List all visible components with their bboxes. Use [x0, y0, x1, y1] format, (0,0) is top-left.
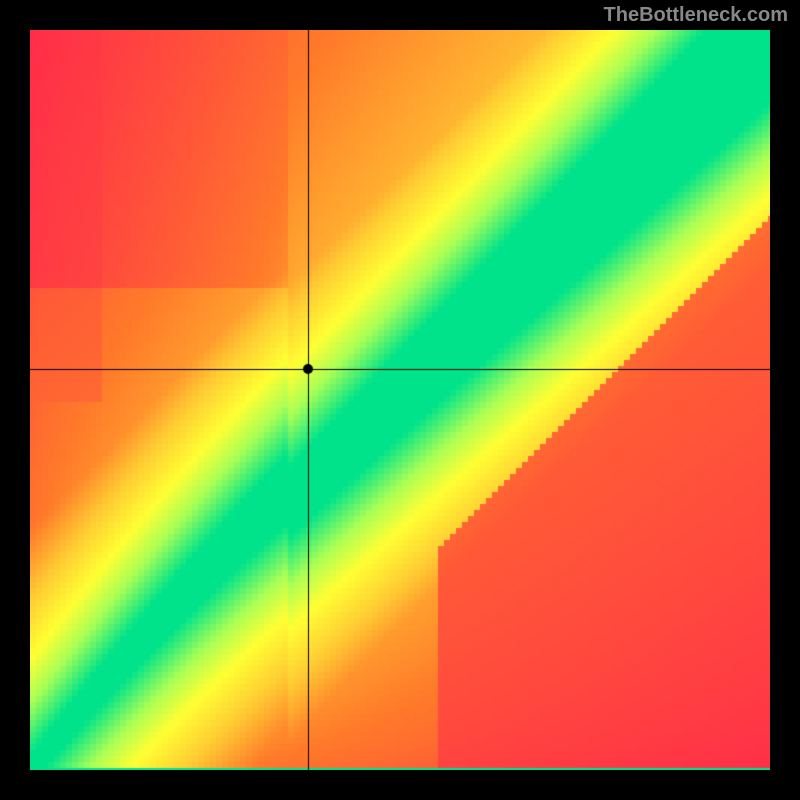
heatmap-canvas: [30, 30, 770, 770]
watermark-text: TheBottleneck.com: [604, 4, 788, 27]
bottleneck-heatmap-chart: [30, 30, 770, 770]
